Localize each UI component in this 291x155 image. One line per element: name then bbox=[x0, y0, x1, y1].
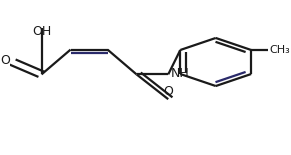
Text: CH₃: CH₃ bbox=[270, 45, 290, 55]
Text: OH: OH bbox=[32, 25, 51, 38]
Text: O: O bbox=[0, 54, 10, 67]
Text: NH: NH bbox=[171, 67, 190, 80]
Text: O: O bbox=[163, 85, 173, 98]
